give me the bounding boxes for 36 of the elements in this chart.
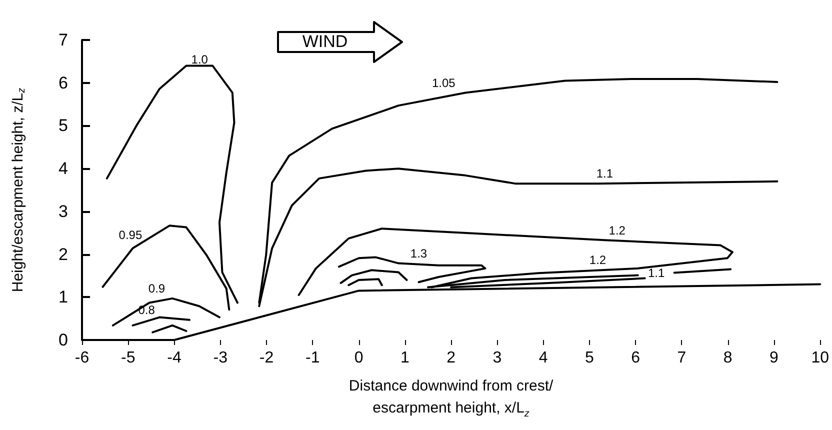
y-tick-label: 1 — [58, 288, 68, 307]
x-tick-label: -6 — [74, 350, 90, 366]
x-tick-label: 9 — [770, 350, 779, 366]
annotation: 0.95 — [118, 228, 142, 242]
x-tick-label: -2 — [259, 350, 274, 366]
annotation: 1.1 — [648, 266, 665, 280]
x-tick-label: 5 — [584, 350, 594, 366]
x-tick-label: 1 — [400, 350, 410, 366]
x-tick-label: 10 — [811, 350, 830, 366]
x-tick-label: 3 — [492, 350, 502, 366]
y-tick-label: 2 — [58, 244, 68, 264]
x-tick-label: 2 — [446, 350, 456, 366]
x-tick-label: -1 — [306, 350, 320, 366]
x-tick-label: -4 — [167, 350, 182, 366]
x-tick-label: -5 — [121, 350, 136, 366]
annotation: WIND — [301, 32, 349, 52]
y-tick-label: 5 — [58, 116, 68, 136]
x-tick-label: 8 — [723, 350, 732, 366]
y-tick-label: 7 — [58, 30, 68, 50]
annotation: 1.3 — [410, 246, 428, 260]
y-tick-label: 0 — [58, 330, 68, 350]
y-tick-label: 6 — [58, 73, 68, 92]
x-tick-label: -3 — [213, 350, 228, 366]
annotation: 1.2 — [608, 224, 626, 238]
y-tick-label: 3 — [58, 202, 68, 221]
annotation: 1.0 — [191, 52, 208, 66]
annotation: 1.05 — [432, 76, 456, 90]
x-tick-label: 7 — [677, 350, 686, 366]
annotation: 1.2 — [589, 252, 606, 267]
x-tick-label: 4 — [538, 350, 548, 366]
x-tick-label: 6 — [631, 350, 640, 366]
y-axis-title: Height/escarpment height, z/Lz — [10, 88, 28, 292]
y-tick-label: 4 — [58, 159, 68, 178]
x-tick-label: 0 — [354, 350, 364, 366]
annotation: 1.1 — [596, 166, 614, 181]
annotation: 0.9 — [148, 282, 166, 296]
